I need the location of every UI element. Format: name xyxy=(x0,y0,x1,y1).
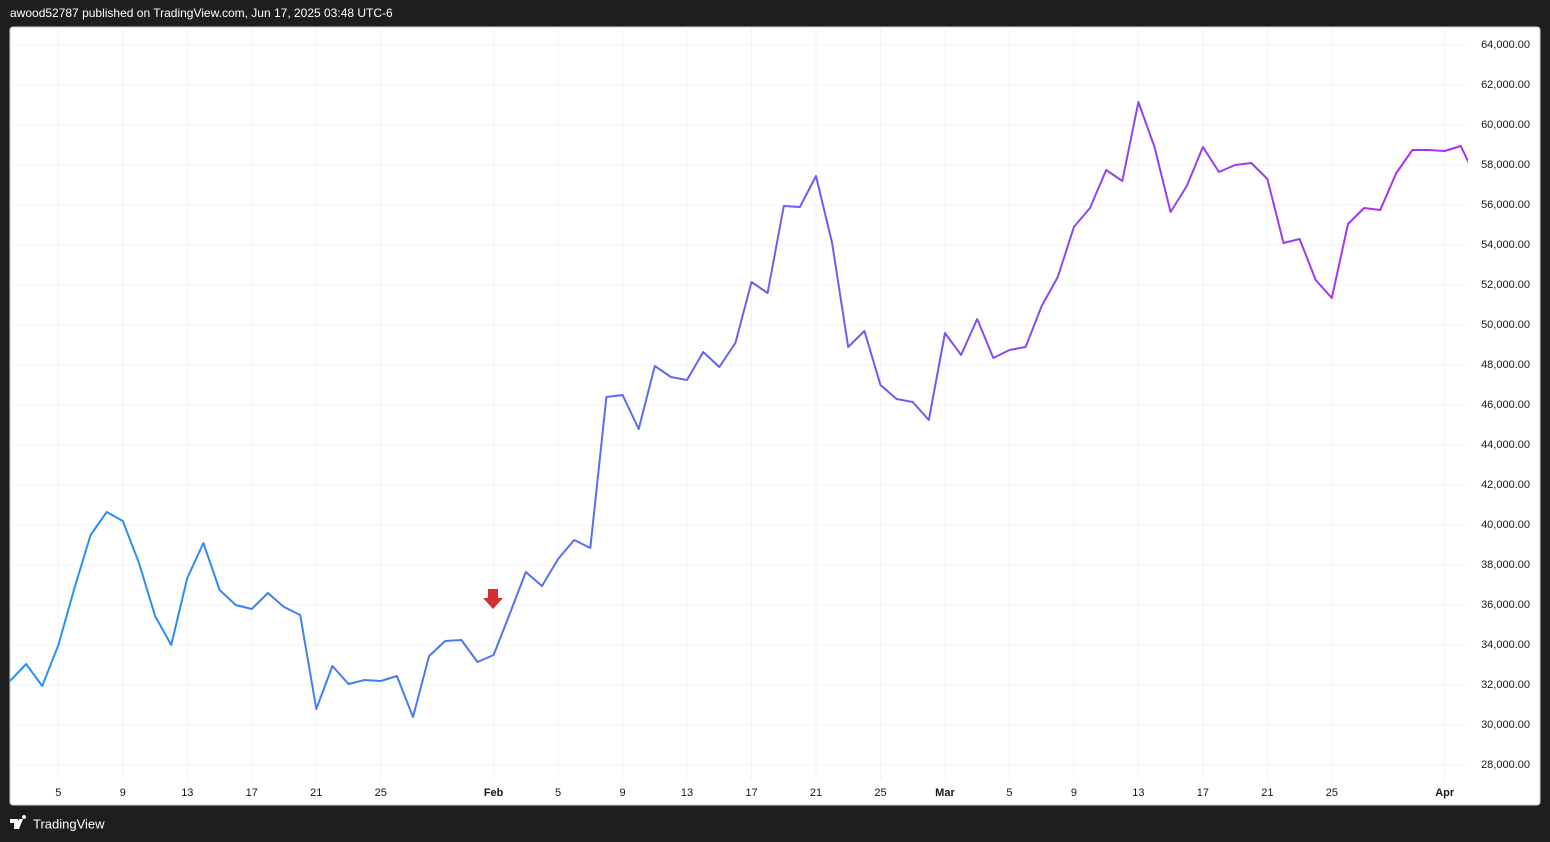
y-tick-label: 62,000.00 xyxy=(1481,79,1530,91)
x-tick-label: 17 xyxy=(745,787,757,799)
y-tick-label: 50,000.00 xyxy=(1481,319,1530,331)
y-tick-label: 56,000.00 xyxy=(1481,199,1530,211)
y-tick-label: 30,000.00 xyxy=(1481,719,1530,731)
x-tick-label: 25 xyxy=(874,787,886,799)
x-tick-label: 13 xyxy=(681,787,693,799)
y-tick-label: 34,000.00 xyxy=(1481,639,1530,651)
x-tick-label: 25 xyxy=(375,787,387,799)
x-tick-label: 21 xyxy=(310,787,322,799)
header-title: awood52787 published on TradingView.com,… xyxy=(10,6,393,20)
y-tick-label: 40,000.00 xyxy=(1481,519,1530,531)
x-tick-label: 21 xyxy=(1261,787,1273,799)
x-tick-label: 21 xyxy=(810,787,822,799)
x-tick-label: 13 xyxy=(1132,787,1144,799)
price-line xyxy=(10,101,1468,718)
plot-area xyxy=(10,101,1468,718)
y-tick-label: 52,000.00 xyxy=(1481,279,1530,291)
x-tick-label: Feb xyxy=(484,787,504,799)
x-tick-label: 5 xyxy=(55,787,61,799)
y-tick-label: 48,000.00 xyxy=(1481,359,1530,371)
x-tick-label: 9 xyxy=(1071,787,1077,799)
y-tick-label: 38,000.00 xyxy=(1481,559,1530,571)
y-tick-label: 46,000.00 xyxy=(1481,399,1530,411)
y-tick-label: 60,000.00 xyxy=(1481,119,1530,131)
x-tick-label: 17 xyxy=(246,787,258,799)
x-tick-label: 5 xyxy=(1006,787,1012,799)
y-tick-label: 64,000.00 xyxy=(1481,39,1530,51)
y-tick-label: 28,000.00 xyxy=(1481,759,1530,771)
x-tick-label: 9 xyxy=(120,787,126,799)
y-tick-label: 42,000.00 xyxy=(1481,479,1530,491)
x-tick-label: Mar xyxy=(935,787,955,799)
y-tick-label: 58,000.00 xyxy=(1481,159,1530,171)
chart-panel xyxy=(9,26,1541,806)
footer-brand: TradingView xyxy=(33,816,105,831)
x-tick-label: 17 xyxy=(1197,787,1209,799)
x-tick-label: 25 xyxy=(1326,787,1338,799)
y-tick-label: 44,000.00 xyxy=(1481,439,1530,451)
y-tick-label: 36,000.00 xyxy=(1481,599,1530,611)
x-tick-label: 5 xyxy=(555,787,561,799)
y-tick-label: 54,000.00 xyxy=(1481,239,1530,251)
grid xyxy=(10,27,1468,780)
x-tick-label: Apr xyxy=(1435,787,1455,799)
x-tick-label: 13 xyxy=(181,787,193,799)
footer-logo xyxy=(10,815,27,829)
arrow-marker xyxy=(483,589,503,609)
y-tick-label: 32,000.00 xyxy=(1481,679,1530,691)
x-tick-label: 9 xyxy=(619,787,625,799)
